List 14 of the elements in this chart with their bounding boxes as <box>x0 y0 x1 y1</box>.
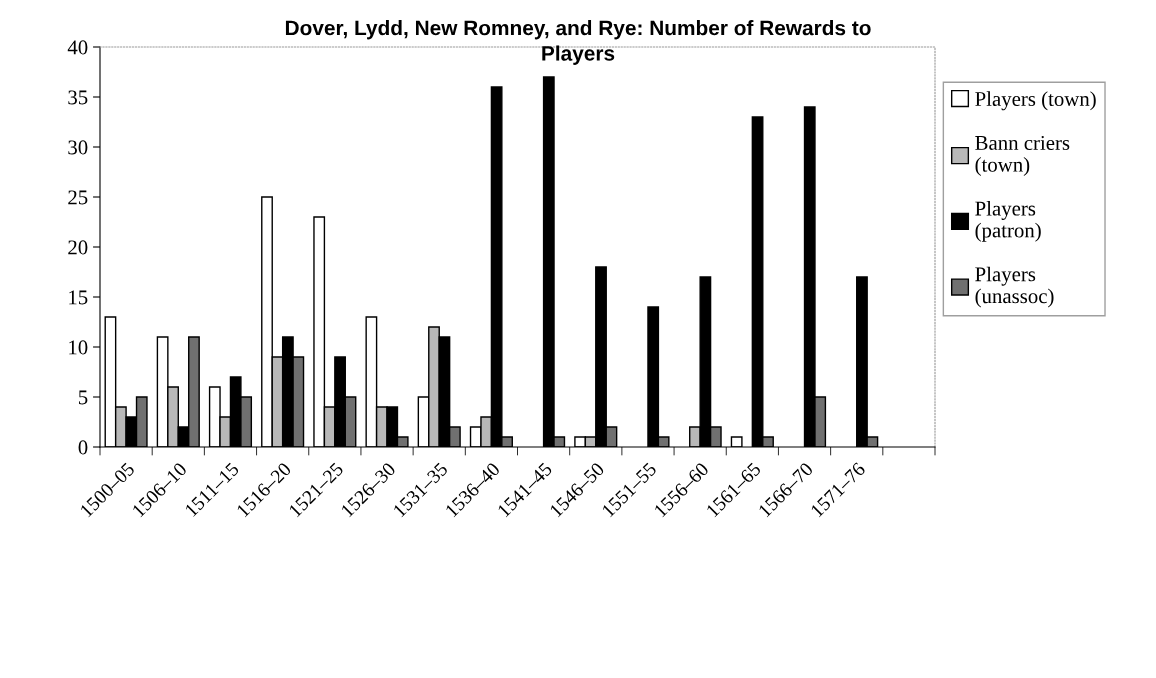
y-tick-label: 30 <box>68 140 88 155</box>
y-tick-label: 40 <box>67 40 88 55</box>
chart-title: Dover, Lydd, New Romney, and Rye: Number of Rewards to Players <box>285 20 871 65</box>
y-tick-label: 35 <box>68 90 88 105</box>
y-tick-label: 5 <box>78 390 88 405</box>
legend-label: Players (unassoc) <box>975 266 1054 308</box>
y-tick-label: 0 <box>78 440 88 455</box>
y-tick-label: 20 <box>68 240 88 255</box>
y-tick-label: 25 <box>68 190 88 205</box>
y-tick-label: 10 <box>69 340 88 355</box>
legend-label: Players (patron) <box>975 200 1041 242</box>
y-tick-label: 15 <box>69 290 88 305</box>
legend-label: Bann criers (town) <box>975 135 1070 176</box>
legend-label: Players (town) <box>975 91 1096 111</box>
